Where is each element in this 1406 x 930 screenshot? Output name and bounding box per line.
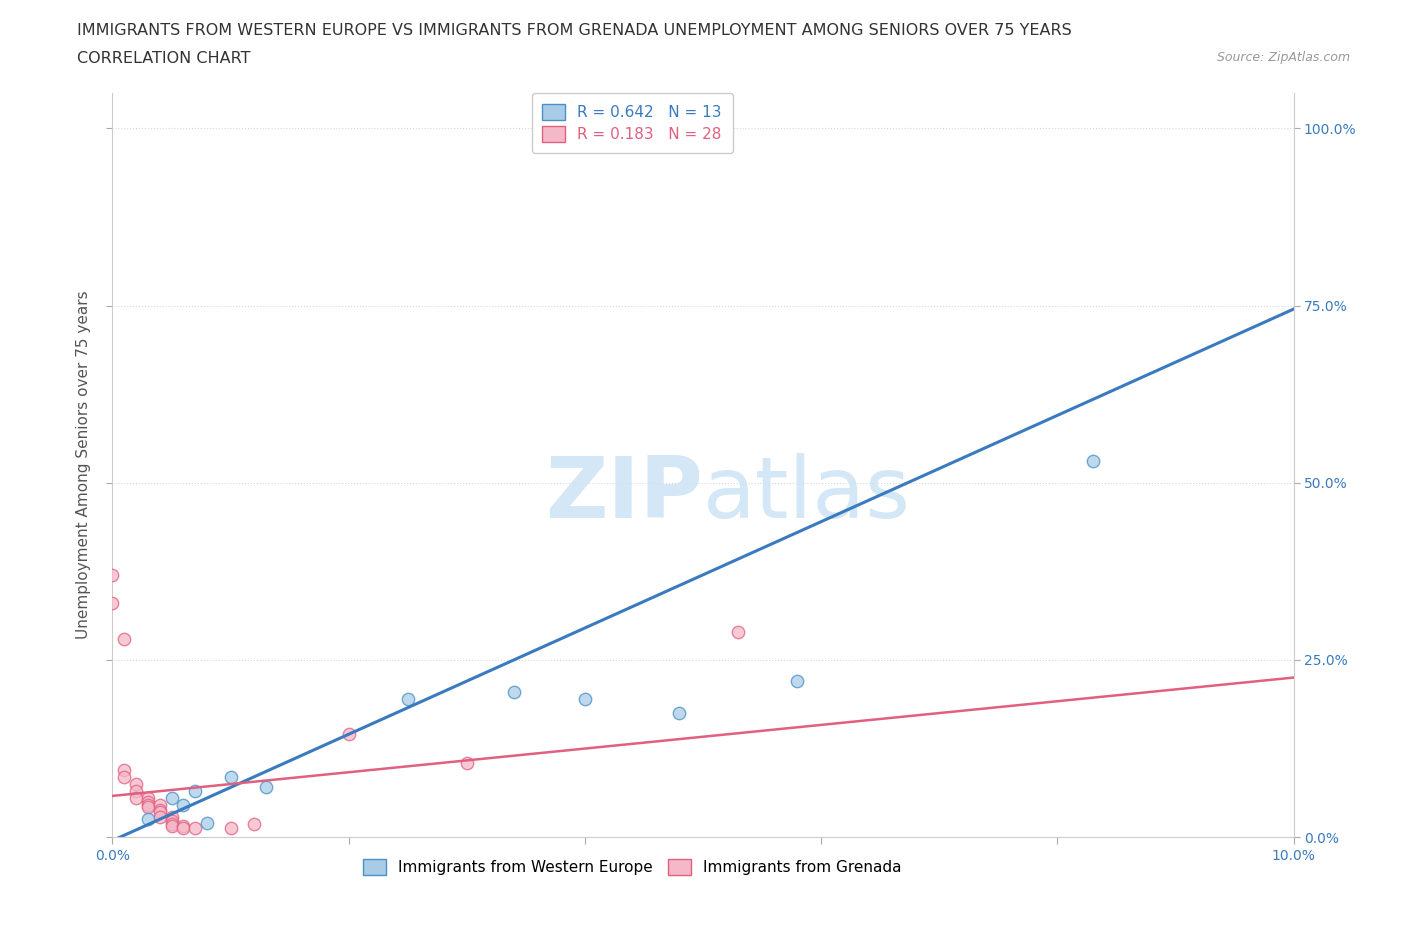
Point (1081, 454, 1104, 469)
Point (172, 818, 194, 833)
Point (112, 769, 135, 784)
Legend: Immigrants from Western Europe, Immigrants from Grenada: Immigrants from Western Europe, Immigran… (357, 853, 908, 882)
Point (160, 814, 183, 829)
Point (112, 763, 135, 777)
Point (149, 798, 172, 813)
Point (149, 804, 172, 819)
Point (456, 755, 478, 770)
Text: CORRELATION CHART: CORRELATION CHART (77, 51, 250, 66)
Point (786, 673, 808, 688)
Point (160, 817, 183, 831)
Point (172, 821, 194, 836)
Point (125, 783, 148, 798)
Text: IMMIGRANTS FROM WESTERN EUROPE VS IMMIGRANTS FROM GRENADA UNEMPLOYMENT AMONG SEN: IMMIGRANTS FROM WESTERN EUROPE VS IMMIGR… (77, 23, 1073, 38)
Point (727, 624, 749, 639)
Text: atlas: atlas (703, 453, 911, 537)
Point (149, 803, 172, 817)
Point (125, 790, 148, 805)
Point (219, 821, 242, 836)
Point (101, 567, 124, 582)
Point (160, 819, 183, 834)
Point (136, 800, 159, 815)
Point (184, 783, 207, 798)
Point (243, 817, 266, 831)
Point (149, 810, 172, 825)
Point (160, 810, 183, 825)
Point (160, 790, 183, 805)
Point (136, 798, 159, 813)
Point (503, 684, 526, 699)
Point (125, 777, 148, 791)
Point (172, 798, 194, 813)
Point (136, 794, 159, 809)
Point (574, 691, 596, 706)
Text: Source: ZipAtlas.com: Source: ZipAtlas.com (1216, 51, 1350, 64)
Point (668, 706, 690, 721)
Point (184, 821, 207, 836)
Point (254, 780, 277, 795)
Point (219, 769, 242, 784)
Point (136, 790, 159, 805)
Text: ZIP: ZIP (546, 453, 703, 537)
Y-axis label: Unemployment Among Seniors over 75 years: Unemployment Among Seniors over 75 years (76, 291, 91, 639)
Point (101, 596, 124, 611)
Point (195, 816, 218, 830)
Point (136, 812, 159, 827)
Point (337, 727, 360, 742)
Point (396, 691, 419, 706)
Point (112, 631, 135, 646)
